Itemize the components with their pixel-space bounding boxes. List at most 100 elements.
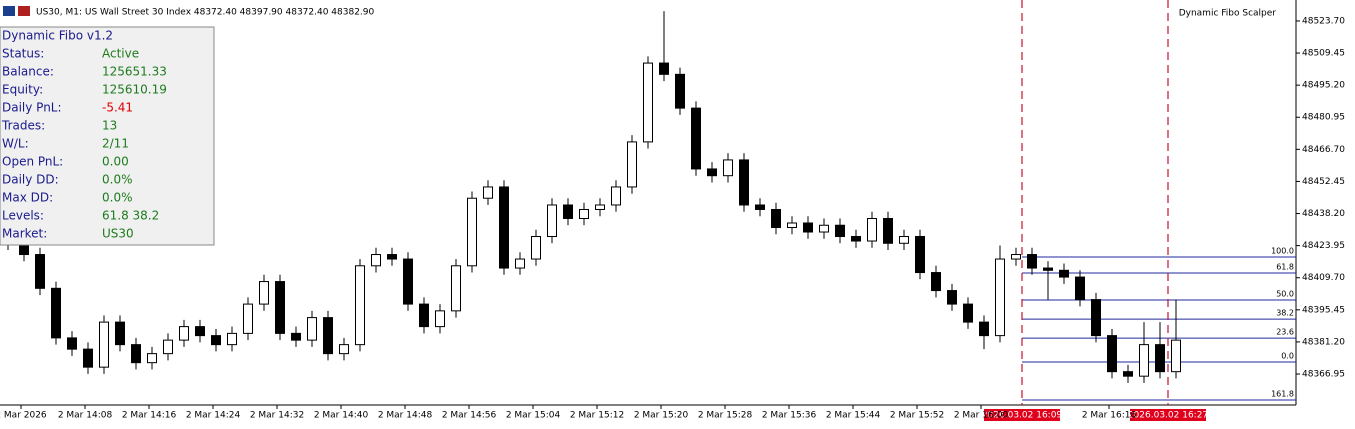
x-tick-label: 2 Mar 15:04 (506, 411, 561, 421)
x-tick-label: 2 Mar 14:48 (378, 411, 433, 421)
x-tick-label: 2 Mar 15:52 (890, 411, 944, 421)
candle-body (1059, 269, 1069, 278)
fib-label: 161.8 (1271, 390, 1294, 399)
panel-label: Open PnL: (2, 155, 63, 169)
x-tick-label: 2 Mar 15:36 (762, 411, 817, 421)
time-marker-box (1130, 409, 1206, 421)
candle-body (723, 159, 733, 177)
panel-label: Daily PnL: (2, 101, 62, 115)
panel-label: Status: (2, 47, 44, 61)
panel-value: 13 (102, 119, 117, 133)
panel-value: Active (102, 47, 139, 61)
candle-body (355, 265, 365, 346)
candle-body (1171, 339, 1181, 373)
panel-value: 125651.33 (102, 65, 167, 79)
y-tick-label: 48523.70 (1302, 16, 1345, 26)
candle-body (595, 204, 605, 210)
fib-label: 61.8 (1276, 263, 1294, 272)
indicator-name: Dynamic Fibo Scalper (1179, 9, 1277, 19)
panel-title: Dynamic Fibo v1.2 (2, 29, 113, 43)
candle-body (1027, 254, 1037, 269)
fib-label: 23.6 (1276, 328, 1294, 337)
x-tick-label: 2 Mar 2026 (0, 411, 47, 421)
x-tick-label: 2 Mar 14:32 (250, 411, 304, 421)
panel-value: 0.00 (102, 155, 129, 169)
y-tick-label: 48480.95 (1302, 113, 1345, 123)
y-tick-label: 48423.95 (1302, 241, 1345, 251)
candle-body (259, 281, 269, 305)
candle-body (739, 159, 749, 206)
candle-body (931, 272, 941, 292)
candle-body (979, 321, 989, 337)
time-marker-box (984, 409, 1060, 421)
x-tick-label: 2 Mar 14:08 (58, 411, 113, 421)
y-tick-label: 48495.20 (1302, 81, 1345, 91)
x-tick-label: 2 Mar 16:16 (1082, 411, 1137, 421)
candle-body (67, 337, 77, 350)
candle-body (563, 204, 573, 219)
candle-body (227, 332, 237, 346)
candle-body (35, 254, 45, 289)
candle-body (403, 258, 413, 305)
candle-body (163, 339, 173, 355)
x-tick-label: 2 Mar 15:12 (570, 411, 624, 421)
fib-label: 50.0 (1276, 290, 1294, 299)
panel-label: W/L: (2, 137, 29, 151)
y-tick-label: 48438.20 (1302, 209, 1345, 219)
candle-body (643, 62, 653, 143)
candle-body (83, 348, 93, 368)
candle-body (195, 326, 205, 337)
candle-body (771, 208, 781, 229)
panel-value: US30 (102, 227, 134, 241)
fib-label: 0.0 (1281, 351, 1294, 360)
candle-body (963, 303, 973, 323)
y-tick-label: 48366.95 (1302, 370, 1345, 380)
candle-body (51, 287, 61, 339)
panel-value: 0.0% (102, 191, 133, 205)
candle-body (499, 186, 509, 269)
candle-body (467, 197, 477, 267)
candle-body (579, 208, 589, 219)
candle-body (131, 344, 141, 364)
candle-body (291, 332, 301, 341)
candle-body (627, 141, 637, 188)
candle-body (803, 222, 813, 233)
panel-label: Daily DD: (2, 173, 59, 187)
panel-value: 0.0% (102, 173, 133, 187)
candle-body (451, 265, 461, 312)
candle-body (691, 107, 701, 170)
candle-body (1075, 276, 1085, 301)
candle-body (915, 236, 925, 274)
candle-body (483, 186, 493, 199)
candle-body (1043, 267, 1053, 271)
x-tick-label: 2 Mar 14:40 (314, 411, 369, 421)
candle-body (883, 217, 893, 244)
candle-body (419, 303, 429, 328)
candle-body (531, 236, 541, 260)
candle-body (675, 73, 685, 109)
panel-value: 125610.19 (102, 83, 167, 97)
candle-body (1155, 344, 1165, 373)
x-tick-label: 2 Mar 15:44 (826, 411, 881, 421)
candle-body (819, 224, 829, 233)
candle-body (1011, 254, 1021, 260)
candle-body (611, 186, 621, 206)
candle-body (515, 258, 525, 269)
y-tick-label: 48409.70 (1302, 273, 1345, 283)
y-tick-label: 48509.45 (1302, 49, 1345, 59)
candle-body (147, 353, 157, 364)
candle-body (659, 62, 669, 75)
panel-label: Trades: (1, 119, 45, 133)
candle-body (1139, 344, 1149, 377)
candle-body (179, 326, 189, 341)
x-tick-label: 2 Mar 16:00 (954, 411, 1009, 421)
candle-body (851, 236, 861, 242)
candle-body (1123, 371, 1133, 377)
candle-body (99, 321, 109, 368)
panel-value: -5.41 (102, 101, 133, 115)
y-tick-label: 48466.70 (1302, 145, 1345, 155)
candle-body (1107, 335, 1117, 373)
